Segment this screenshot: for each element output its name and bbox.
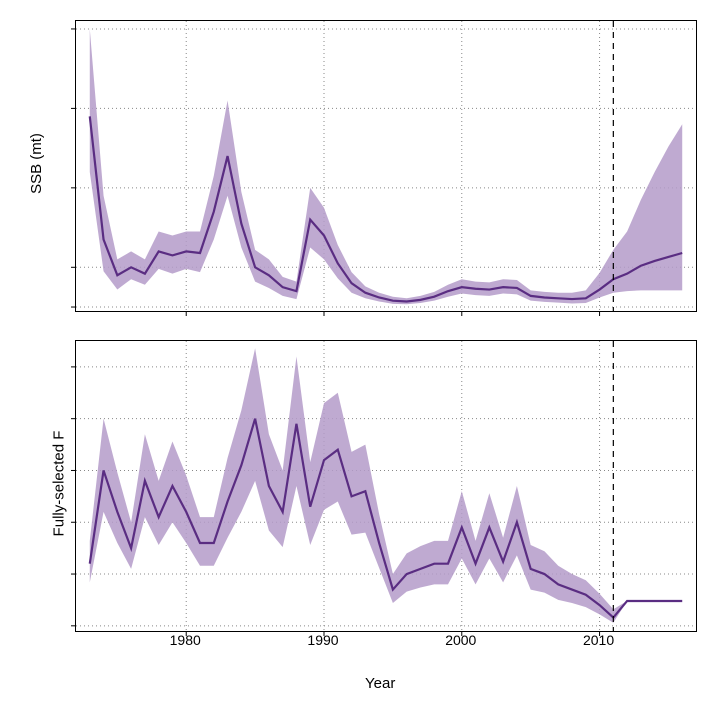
ssb-panel: [75, 20, 697, 312]
x-tick-label: 2000: [445, 632, 476, 648]
f-plot: [76, 341, 696, 631]
chart-container: SSB (mt) 05000150002500035000 Fully-sele…: [0, 0, 720, 720]
x-tick-label: 2010: [583, 632, 614, 648]
f-ylabel: Fully-selected F: [50, 431, 67, 537]
ssb-ylabel: SSB (mt): [28, 133, 45, 194]
x-axis-label: Year: [365, 675, 395, 692]
ssb-plot: [76, 21, 696, 311]
x-tick-label: 1990: [307, 632, 338, 648]
f-panel: [75, 340, 697, 632]
x-tick-label: 1980: [170, 632, 201, 648]
